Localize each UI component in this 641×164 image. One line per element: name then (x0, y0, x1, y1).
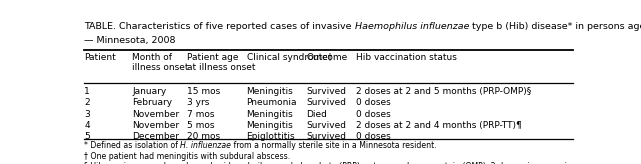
Text: 3 yrs: 3 yrs (187, 98, 210, 107)
Text: Meningitis: Meningitis (247, 87, 294, 96)
Text: December: December (132, 132, 179, 141)
Text: — Minnesota, 2008: — Minnesota, 2008 (84, 36, 176, 45)
Text: type b (Hib) disease* in persons aged <5 years: type b (Hib) disease* in persons aged <5… (469, 22, 641, 31)
Text: * Defined as isolation of: * Defined as isolation of (84, 141, 181, 150)
Text: Patient age
at illness onset: Patient age at illness onset (187, 53, 255, 72)
Text: Outcome: Outcome (306, 53, 347, 62)
Text: February: February (132, 98, 172, 107)
Text: Survived: Survived (306, 132, 346, 141)
Text: 0 doses: 0 doses (356, 98, 390, 107)
Text: Clinical syndrome†: Clinical syndrome† (247, 53, 332, 62)
Text: Month of
illness onset: Month of illness onset (132, 53, 189, 72)
Text: Meningitis: Meningitis (247, 110, 294, 119)
Text: 1: 1 (84, 87, 90, 96)
Text: Epiglottitis: Epiglottitis (247, 132, 295, 141)
Text: Survived: Survived (306, 121, 346, 130)
Text: Pneumonia: Pneumonia (247, 98, 297, 107)
Text: Hib vaccination status: Hib vaccination status (356, 53, 456, 62)
Text: January: January (132, 87, 167, 96)
Text: 0 doses: 0 doses (356, 132, 390, 141)
Text: H. influenzae: H. influenzae (181, 141, 231, 150)
Text: 4: 4 (84, 121, 90, 130)
Text: § Hib vaccine, capsular polysaccharide polyribosomal phosphate (PRP)–outer membr: § Hib vaccine, capsular polysaccharide p… (84, 162, 578, 164)
Text: from a normally sterile site in a Minnesota resident.: from a normally sterile site in a Minnes… (231, 141, 437, 150)
Text: 5 mos: 5 mos (187, 121, 215, 130)
Text: Meningitis: Meningitis (247, 121, 294, 130)
Text: Survived: Survived (306, 87, 346, 96)
Text: Died: Died (306, 110, 327, 119)
Text: 0 doses: 0 doses (356, 110, 390, 119)
Text: November: November (132, 121, 179, 130)
Text: 2 doses at 2 and 5 months (PRP-OMP)§: 2 doses at 2 and 5 months (PRP-OMP)§ (356, 87, 531, 96)
Text: 3: 3 (84, 110, 90, 119)
Text: 2 doses at 2 and 4 months (PRP-TT)¶: 2 doses at 2 and 4 months (PRP-TT)¶ (356, 121, 522, 130)
Text: November: November (132, 110, 179, 119)
Text: 20 mos: 20 mos (187, 132, 220, 141)
Text: Survived: Survived (306, 98, 346, 107)
Text: TABLE. Characteristics of five reported cases of invasive: TABLE. Characteristics of five reported … (84, 22, 354, 31)
Text: 15 mos: 15 mos (187, 87, 220, 96)
Text: Patient: Patient (84, 53, 116, 62)
Text: Haemophilus influenzae: Haemophilus influenzae (354, 22, 469, 31)
Text: 7 mos: 7 mos (187, 110, 215, 119)
Text: 2: 2 (84, 98, 90, 107)
Text: † One patient had meningitis with subdural abscess.: † One patient had meningitis with subdur… (84, 152, 290, 161)
Text: 5: 5 (84, 132, 90, 141)
